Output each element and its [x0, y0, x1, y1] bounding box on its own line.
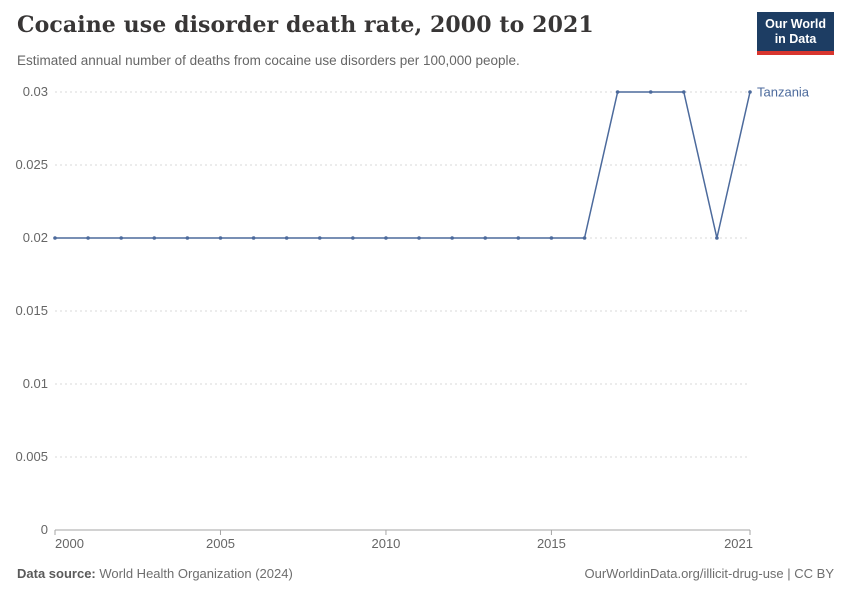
data-point[interactable]	[351, 236, 355, 240]
y-axis-tick-label: 0.01	[23, 376, 48, 391]
data-point[interactable]	[549, 236, 554, 240]
data-point[interactable]	[450, 236, 454, 240]
y-axis-tick-label: 0.025	[15, 157, 48, 172]
data-point[interactable]	[582, 236, 587, 240]
data-point[interactable]	[417, 236, 421, 240]
data-source-note: Data source: World Health Organization (…	[17, 566, 293, 581]
data-source-label: Data source:	[17, 566, 96, 581]
chart-title: Cocaine use disorder death rate, 2000 to…	[17, 12, 594, 38]
owid-logo[interactable]: Our World in Data	[757, 12, 834, 55]
data-point[interactable]	[516, 236, 521, 240]
y-axis-tick-label: 0	[41, 522, 48, 537]
data-point[interactable]	[715, 236, 719, 240]
y-axis-tick-label: 0.03	[23, 84, 48, 99]
y-axis-tick-label: 0.005	[15, 449, 48, 464]
series-end-label[interactable]: Tanzania	[757, 85, 810, 100]
data-point[interactable]	[185, 236, 190, 240]
y-axis-tick-label: 0.02	[23, 230, 48, 245]
data-point[interactable]	[384, 236, 388, 240]
x-axis-tick-label: 2015	[537, 536, 566, 551]
data-point[interactable]	[483, 236, 488, 240]
series-line[interactable]	[55, 91, 751, 239]
data-point[interactable]	[119, 236, 123, 240]
y-axis-tick-label: 0.015	[15, 303, 48, 318]
data-point[interactable]	[648, 90, 653, 94]
data-point[interactable]	[284, 236, 289, 240]
owid-logo-line2: in Data	[774, 31, 817, 46]
chart-subtitle: Estimated annual number of deaths from c…	[17, 53, 520, 68]
x-axis-tick-label: 2005	[206, 536, 235, 551]
data-point[interactable]	[251, 236, 256, 240]
data-point[interactable]	[748, 90, 752, 94]
data-source-value: World Health Organization (2024)	[95, 566, 293, 581]
x-axis-tick-label: 2000	[55, 536, 84, 551]
owid-logo-stripe	[757, 50, 834, 55]
owid-url-license[interactable]: OurWorldinData.org/illicit-drug-use | CC…	[584, 566, 835, 581]
data-point[interactable]	[682, 90, 686, 94]
owid-logo-line1: Our World	[765, 17, 826, 31]
data-point[interactable]	[218, 236, 223, 240]
data-point[interactable]	[86, 236, 90, 240]
data-point[interactable]	[615, 90, 620, 94]
owid-logo-box: Our World in Data	[757, 12, 834, 51]
x-axis-tick-label: 2010	[371, 536, 400, 551]
x-axis-tick-label: 2021	[724, 536, 753, 551]
line-chart[interactable]: 0 0.005 0.01 0.015 0.02 0.025 0.03 2000 2005 2010…	[0, 0, 850, 560]
data-point[interactable]	[317, 236, 322, 240]
data-point[interactable]	[152, 236, 157, 240]
data-point[interactable]	[53, 236, 57, 240]
